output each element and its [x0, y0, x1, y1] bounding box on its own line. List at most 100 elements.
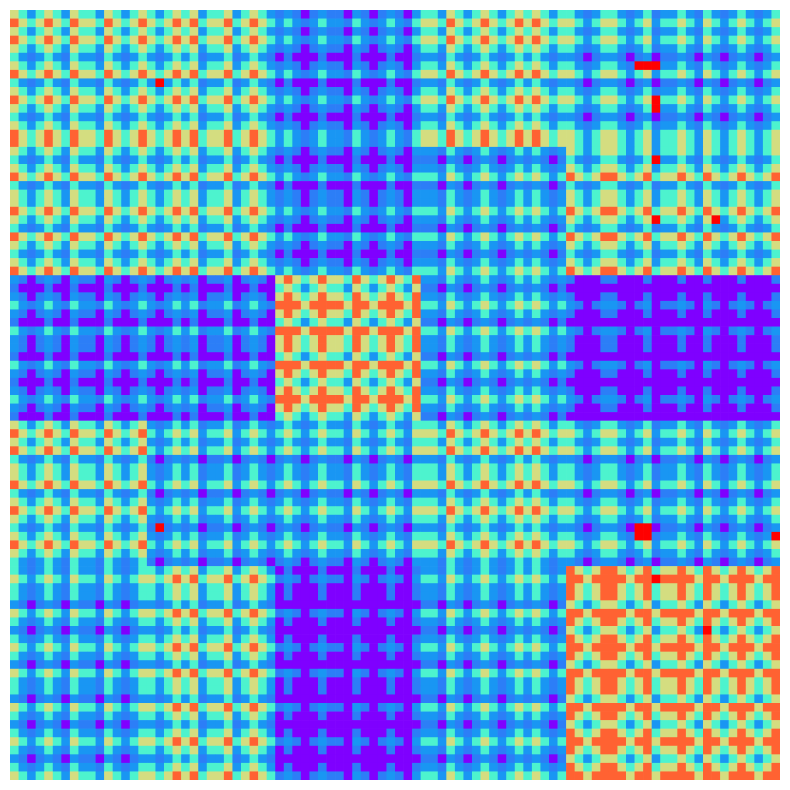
heatmap-cell	[523, 69, 533, 79]
heatmap-cell	[677, 292, 687, 302]
heatmap-cell	[523, 10, 533, 19]
heatmap-cell	[35, 360, 45, 370]
heatmap-cell	[206, 78, 216, 88]
heatmap-cell	[44, 266, 54, 276]
heatmap-cell	[771, 164, 780, 173]
heatmap-cell	[377, 266, 387, 276]
heatmap-cell	[360, 223, 370, 233]
heatmap-cell	[643, 129, 652, 139]
heatmap-cell	[703, 241, 712, 250]
heatmap-cell	[566, 241, 575, 250]
heatmap-cell	[52, 95, 62, 105]
heatmap-cell	[215, 112, 225, 122]
heatmap-cell	[300, 420, 310, 430]
heatmap-cell	[437, 420, 447, 430]
heatmap-cell	[540, 266, 550, 276]
heatmap-cell	[335, 292, 344, 302]
heatmap-cell	[318, 27, 327, 36]
heatmap-cell	[121, 420, 131, 430]
heatmap-cell	[514, 52, 524, 62]
heatmap-cell	[506, 318, 516, 327]
heatmap-cell	[318, 283, 327, 293]
heatmap-cell	[583, 283, 593, 293]
heatmap-cell	[275, 420, 285, 430]
heatmap-cell	[35, 472, 45, 481]
heatmap-cell	[437, 198, 447, 208]
heatmap-cell	[138, 241, 148, 250]
heatmap-cell	[677, 61, 687, 71]
heatmap-cell	[172, 69, 182, 79]
heatmap-cell	[711, 198, 721, 208]
heatmap-cell	[146, 472, 156, 481]
heatmap-cell	[95, 472, 105, 481]
heatmap-cell	[523, 454, 533, 464]
heatmap-cell	[497, 292, 507, 302]
heatmap-cell	[27, 189, 36, 199]
heatmap-cell	[386, 275, 396, 285]
heatmap-cell	[44, 189, 54, 199]
heatmap-cell	[35, 420, 45, 430]
heatmap-cell	[335, 335, 344, 344]
heatmap-cell	[591, 275, 601, 285]
heatmap-cell	[694, 343, 704, 353]
heatmap-cell	[360, 198, 370, 208]
heatmap-cell	[694, 69, 704, 79]
heatmap-cell	[531, 44, 541, 54]
heatmap-cell	[583, 69, 593, 79]
heatmap-cell	[420, 343, 430, 353]
heatmap-cell	[540, 454, 550, 464]
heatmap-cell	[660, 318, 670, 327]
heatmap-cell	[480, 78, 490, 88]
heatmap-cell	[104, 104, 113, 113]
heatmap-cell	[412, 87, 421, 96]
heatmap-cell	[318, 215, 327, 225]
heatmap-cell	[703, 232, 712, 242]
heatmap-cell	[651, 335, 661, 344]
heatmap-cell	[583, 463, 593, 473]
heatmap-cell	[249, 181, 259, 190]
heatmap-cell	[668, 232, 678, 242]
heatmap-cell	[472, 87, 481, 96]
heatmap-cell	[412, 129, 421, 139]
heatmap-cell	[181, 44, 190, 54]
heatmap-cell	[566, 52, 575, 62]
heatmap-cell	[557, 112, 567, 122]
heatmap-cell	[437, 275, 447, 285]
heatmap-cell	[454, 198, 464, 208]
heatmap-cell	[35, 164, 45, 173]
heatmap-cell	[292, 18, 302, 28]
heatmap-cell	[377, 215, 387, 225]
heatmap-cell	[52, 369, 62, 379]
heatmap-cell	[121, 309, 131, 319]
heatmap-cell	[78, 437, 88, 447]
heatmap-cell	[472, 10, 481, 19]
heatmap-cell	[480, 403, 490, 413]
heatmap-cell	[309, 155, 319, 165]
heatmap-cell	[10, 146, 19, 156]
heatmap-cell	[69, 335, 79, 344]
heatmap-cell	[720, 129, 729, 139]
heatmap-cell	[694, 215, 704, 225]
heatmap-cell	[198, 95, 208, 105]
heatmap-cell	[215, 309, 225, 319]
heatmap-cell	[155, 352, 165, 362]
heatmap-cell	[531, 223, 541, 233]
heatmap-cell	[608, 326, 618, 336]
heatmap-cell	[164, 412, 173, 421]
heatmap-cell	[129, 215, 139, 225]
heatmap-cell	[249, 386, 259, 396]
heatmap-cell	[454, 266, 464, 276]
heatmap-cell	[198, 241, 208, 250]
heatmap-cell	[318, 69, 327, 79]
heatmap-cell	[164, 223, 173, 233]
heatmap-cell	[540, 155, 550, 165]
heatmap-cell	[395, 69, 404, 79]
heatmap-cell	[369, 420, 379, 430]
heatmap-cell	[309, 429, 319, 439]
heatmap-cell	[87, 232, 96, 242]
heatmap-cell	[309, 164, 319, 173]
heatmap-cell	[377, 335, 387, 344]
heatmap-cell	[275, 10, 285, 19]
heatmap-cell	[737, 198, 747, 208]
heatmap-cell	[198, 27, 208, 36]
